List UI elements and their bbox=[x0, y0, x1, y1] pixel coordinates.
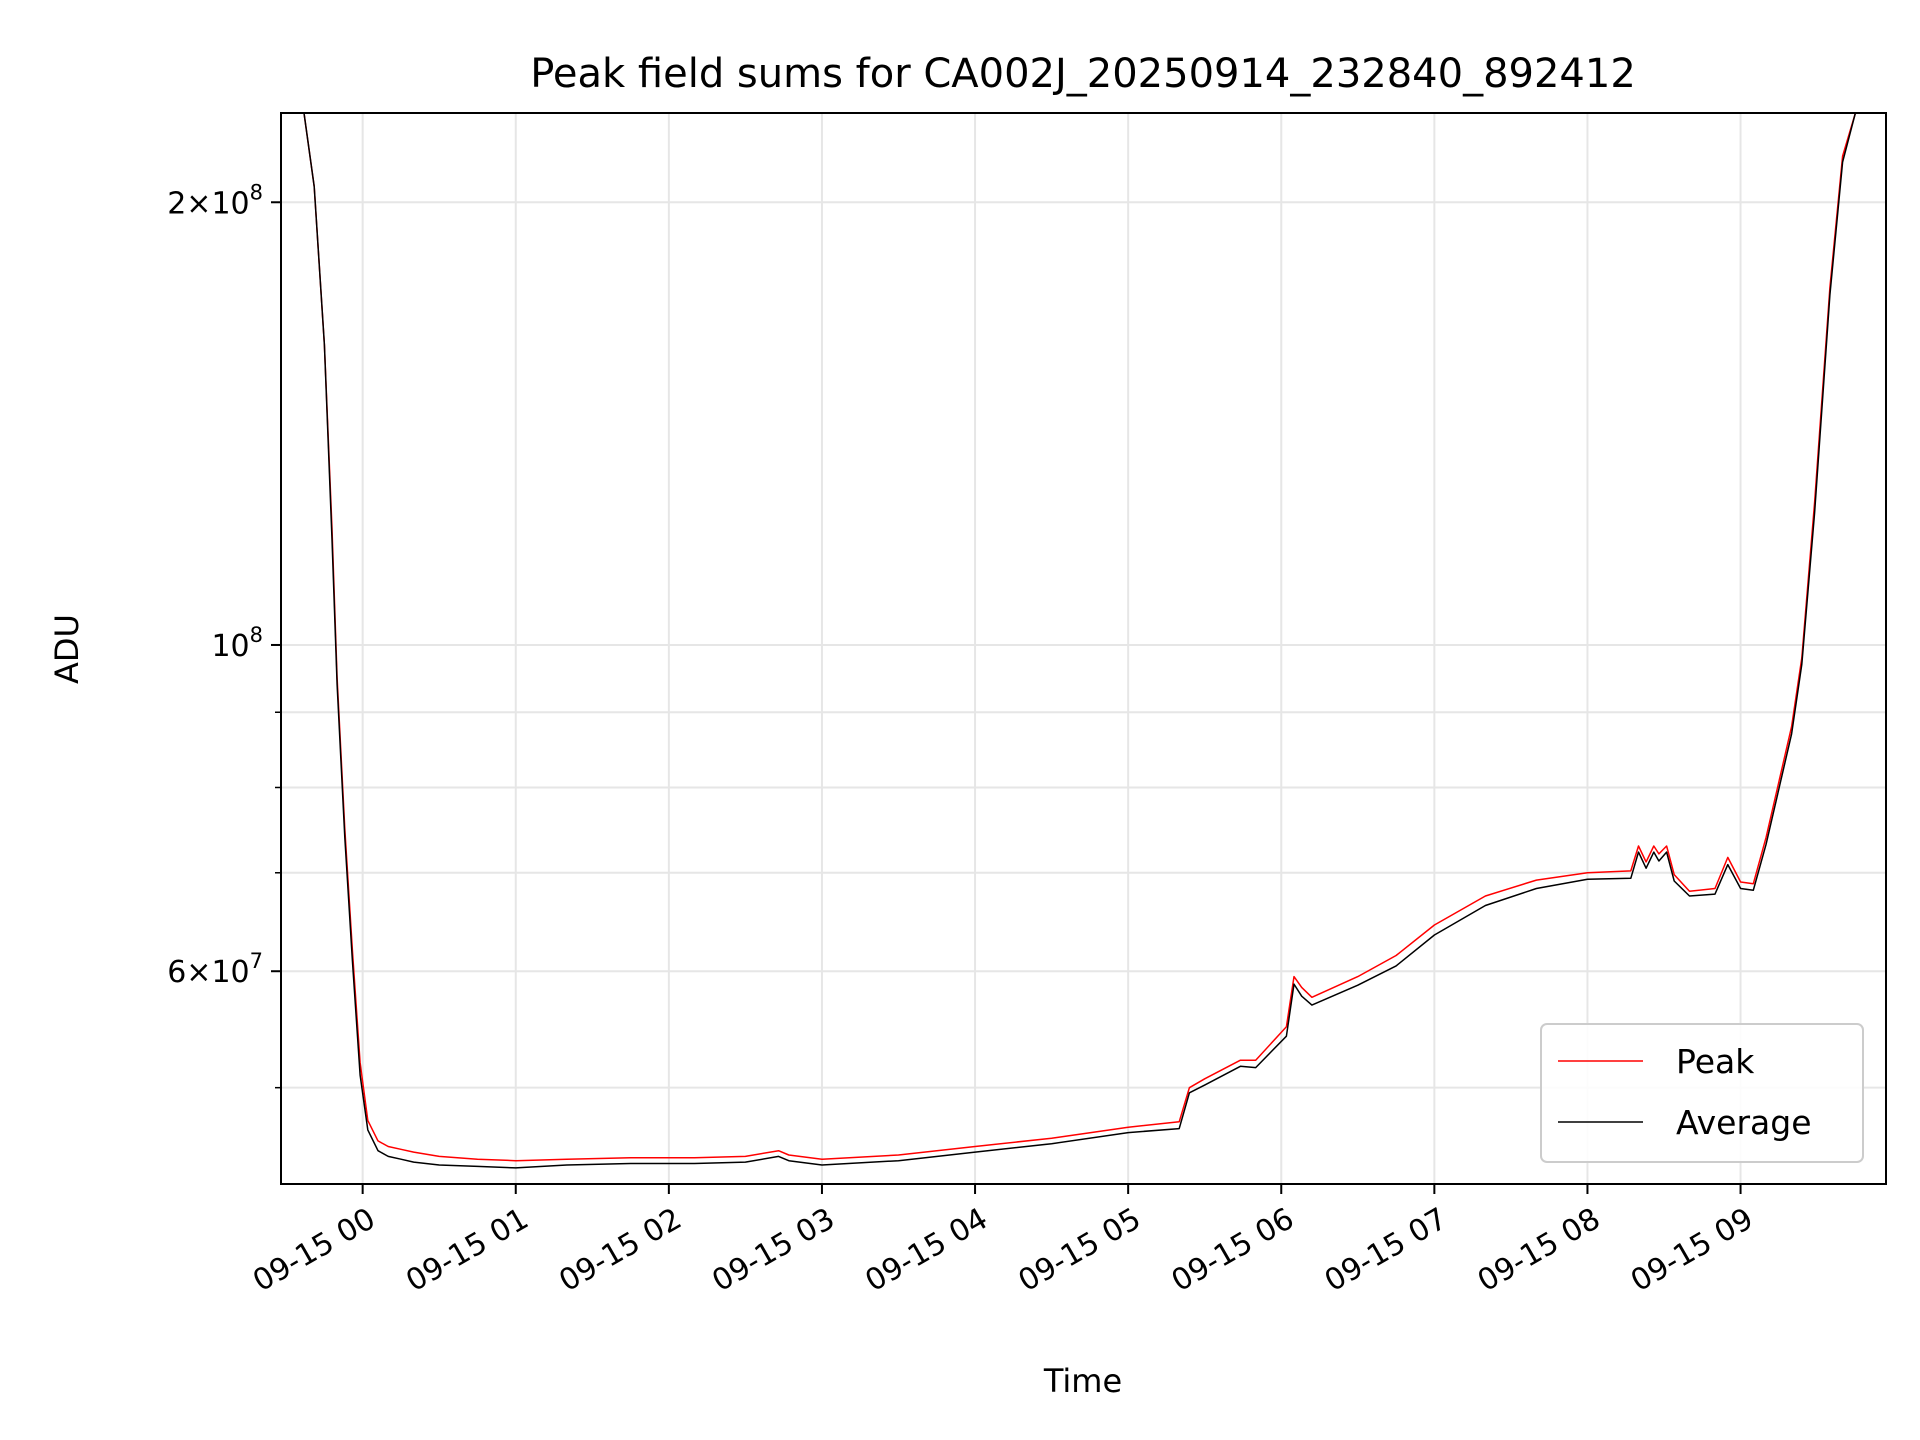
y-axis: 2×108 108 6×107 bbox=[167, 180, 281, 1089]
y-tick-label: 6×107 bbox=[167, 949, 263, 990]
y-axis-label: ADU bbox=[48, 614, 86, 684]
chart-title: Peak field sums for CA002J_20250914_2328… bbox=[530, 51, 1636, 97]
series-layer bbox=[281, 113, 1886, 1169]
legend-box bbox=[1540, 1023, 1864, 1163]
y-tick-label: 108 bbox=[211, 623, 263, 664]
legend-label-peak: Peak bbox=[1676, 1042, 1755, 1081]
grid bbox=[281, 113, 1886, 1184]
y-tick-label: 2×108 bbox=[167, 180, 263, 221]
series-line-peak bbox=[281, 113, 1886, 1162]
x-axis-label: Time bbox=[1043, 1362, 1122, 1400]
plot-area bbox=[281, 113, 1886, 1169]
series-line-average bbox=[281, 113, 1886, 1169]
plot-frame bbox=[280, 112, 1887, 1185]
legend-label-average: Average bbox=[1676, 1103, 1812, 1142]
legend: Peak Average bbox=[1540, 1023, 1864, 1163]
